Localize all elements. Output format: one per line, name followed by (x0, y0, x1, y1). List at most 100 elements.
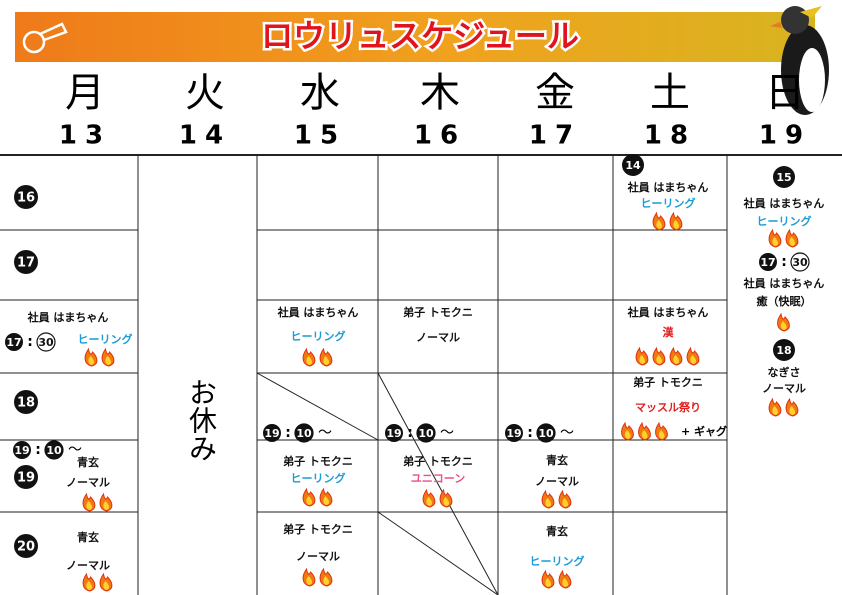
time-suffix: 〜 (318, 425, 332, 441)
flame-core (323, 576, 330, 585)
flame-core (624, 430, 631, 439)
flame-core (323, 356, 330, 365)
whistle-icon (22, 22, 68, 54)
penguin-icon (770, 6, 829, 115)
time-suffix: 〜 (68, 442, 82, 458)
hour-label: 19 (17, 471, 35, 486)
type: ノーマル (66, 559, 110, 572)
extra: + ギャグ (681, 424, 727, 438)
type: ヒーリング (530, 554, 585, 568)
day-name: 木 (420, 70, 460, 116)
staff: なぎさ (768, 365, 801, 379)
time-suffix: 〜 (440, 425, 454, 441)
day-name: 月 (65, 70, 105, 116)
time-minute-circle (294, 423, 314, 443)
flame-core (545, 578, 552, 587)
time-hour: 19 (386, 427, 401, 440)
day-date: 14 (179, 121, 231, 151)
flame-core (772, 406, 779, 415)
time-minute: 30 (792, 256, 808, 269)
time-minute-circle (416, 423, 436, 443)
day-date: 19 (759, 121, 811, 151)
staff: 社員 はまちゃん (277, 305, 359, 319)
flame-core (426, 497, 433, 506)
hour-circle (14, 390, 38, 414)
time-hour-circle (385, 424, 403, 442)
hour-label: 20 (17, 540, 35, 555)
hour-label: 18 (17, 396, 35, 411)
day-date: 17 (529, 121, 581, 151)
staff: 社員 はまちゃん (743, 196, 825, 210)
flame-core (443, 497, 450, 506)
time-minute: 10 (46, 444, 62, 457)
hour-label: 17 (17, 256, 35, 271)
staff: 社員 はまちゃん (743, 276, 825, 290)
time-minute: 10 (538, 427, 554, 440)
day-name: 土 (650, 70, 690, 116)
time-hour-circle (622, 154, 644, 176)
hour-circle (14, 250, 38, 274)
hour-circle (14, 185, 38, 209)
flame-core (306, 576, 313, 585)
flame-core (789, 237, 796, 246)
type: ヒーリング (291, 329, 346, 343)
flame-core (88, 356, 95, 365)
time-hour-circle (773, 339, 795, 361)
day-name: 金 (535, 70, 575, 116)
staff: 社員 はまちゃん (627, 180, 709, 194)
day-name: 火 (185, 70, 225, 116)
type: ヒーリング (291, 471, 346, 485)
day-date: 18 (644, 121, 696, 151)
flame-core (306, 356, 313, 365)
type: ノーマル (762, 382, 806, 395)
flame-core (641, 430, 648, 439)
type: ノーマル (66, 476, 110, 489)
flame-core (639, 355, 646, 364)
time-hour: 18 (776, 344, 791, 357)
time-hour: 14 (625, 159, 641, 172)
flame-core (103, 501, 110, 510)
title: ロウリュスケジュール (261, 17, 579, 55)
time-minute-circle (44, 440, 64, 460)
day-date: 15 (294, 121, 346, 151)
day-name: 水 (300, 70, 340, 116)
flame-core (673, 220, 680, 229)
grid (0, 154, 842, 595)
time-minute: 10 (418, 427, 434, 440)
time-sep: : (285, 425, 291, 441)
type: マッスル祭り (635, 400, 701, 414)
flame-core (690, 355, 697, 364)
time-hour-circle (13, 441, 31, 459)
day-name: 日 (765, 70, 805, 116)
time-hour: 19 (14, 444, 29, 457)
flame-core (562, 578, 569, 587)
time-hour: 19 (506, 427, 521, 440)
time-hour-circle (5, 333, 23, 351)
type: ヒーリング (641, 196, 696, 210)
staff: 青玄 (546, 524, 568, 538)
staff: 社員 はまちゃん (27, 310, 109, 324)
time-hour-circle (759, 253, 777, 271)
flame-core (562, 498, 569, 507)
time-minute-circle (536, 423, 556, 443)
staff: 弟子 トモクニ (283, 522, 353, 536)
time-minute-circle (790, 252, 810, 272)
flame-core (545, 498, 552, 507)
hour-circle (14, 534, 38, 558)
staff: 青玄 (77, 455, 99, 469)
time-sep: : (527, 425, 533, 441)
flame-core (306, 496, 313, 505)
time-hour-circle (773, 166, 795, 188)
